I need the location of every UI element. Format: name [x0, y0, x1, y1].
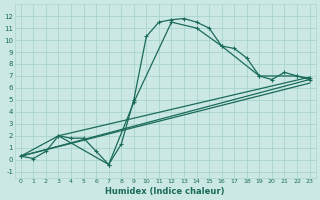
X-axis label: Humidex (Indice chaleur): Humidex (Indice chaleur) — [106, 187, 225, 196]
